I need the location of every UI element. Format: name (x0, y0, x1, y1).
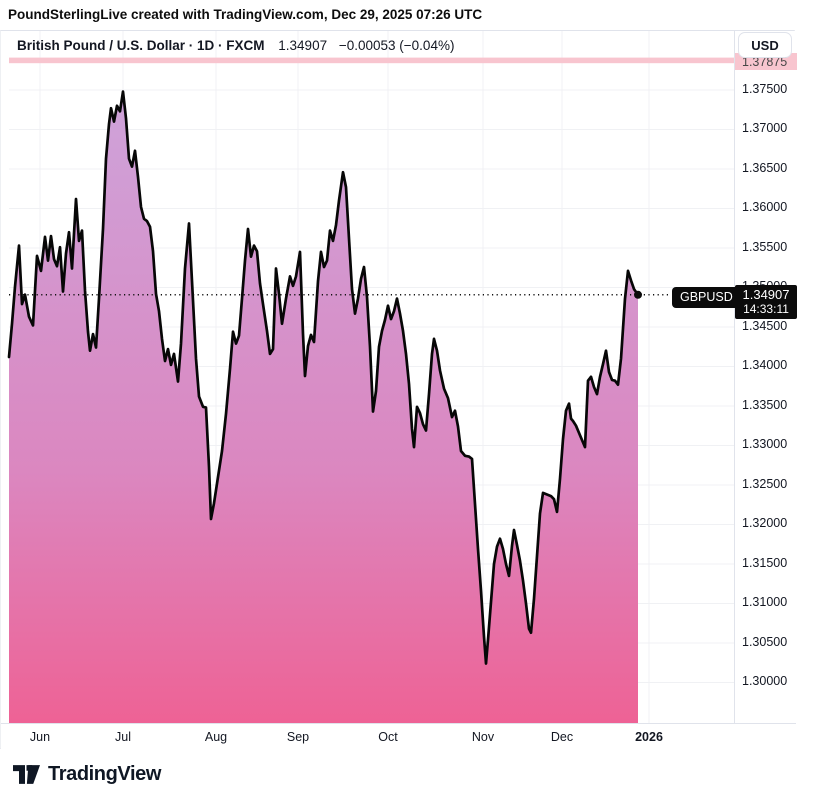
footer-logo[interactable]: TradingView (13, 763, 161, 786)
time-tick-label: Dec (550, 730, 574, 744)
price-scale[interactable]: 1.375001.370001.365001.360001.355001.350… (734, 31, 797, 750)
time-tick-label: Oct (378, 730, 398, 744)
price-tick-label: 1.37500 (742, 82, 788, 96)
price-tick-label: 1.30000 (742, 674, 788, 688)
tradingview-logo-icon (13, 765, 40, 784)
attribution-text: PoundSterlingLive created with TradingVi… (8, 7, 483, 22)
time-tick-label: Jun (29, 730, 51, 744)
currency-toggle-button[interactable]: USD (738, 32, 792, 58)
price-tick-label: 1.36500 (742, 161, 788, 175)
currency-toggle-label: USD (751, 37, 779, 53)
symbol-marker-pill[interactable]: GBPUSD (672, 286, 741, 308)
price-tick-label: 1.35500 (742, 240, 788, 254)
tradingview-logo-text: TradingView (48, 763, 162, 785)
price-tick-label: 1.31000 (742, 595, 788, 609)
price-line (7, 90, 640, 665)
last-price: 1.34907 (278, 38, 328, 53)
price-tick-label: 1.31500 (742, 556, 788, 570)
price-change: −0.00053 (−0.04%) (338, 38, 455, 53)
high-price-band (9, 57, 734, 64)
time-axis[interactable]: Jun Jul Aug Sep Oct Nov Dec 2026 (1, 723, 796, 750)
bar-countdown: 14:33:11 (743, 302, 789, 316)
symbol-title: British Pound / U.S. Dollar · 1D · FXCM (17, 38, 265, 53)
chart-legend[interactable]: British Pound / U.S. Dollar · 1D · FXCM … (17, 38, 454, 53)
price-tick-label: 1.34500 (742, 319, 788, 333)
time-tick-label: Aug (204, 730, 228, 744)
time-tick-label: Sep (286, 730, 310, 744)
area-fill (9, 91, 638, 724)
price-tick-label: 1.32500 (742, 477, 788, 491)
price-tick-label: 1.34000 (742, 358, 788, 372)
time-tick-label: Nov (471, 730, 495, 744)
current-price-label: 1.34907 14:33:11 (735, 285, 797, 319)
price-tick-label: 1.33500 (742, 398, 788, 412)
last-point-marker (634, 290, 642, 299)
price-tick-label: 1.32000 (742, 516, 788, 530)
price-chart[interactable] (1, 31, 796, 750)
price-tick-label: 1.33000 (742, 437, 788, 451)
time-tick-label: 2026 (635, 730, 663, 744)
symbol-marker-label: GBPUSD (680, 290, 733, 304)
time-tick-label: Jul (115, 730, 131, 744)
price-tick-label: 1.37000 (742, 121, 788, 135)
current-price-value: 1.34907 (742, 287, 790, 302)
chart-widget: British Pound / U.S. Dollar · 1D · FXCM … (0, 30, 797, 750)
price-tick-label: 1.30500 (742, 635, 788, 649)
price-tick-label: 1.36000 (742, 200, 788, 214)
